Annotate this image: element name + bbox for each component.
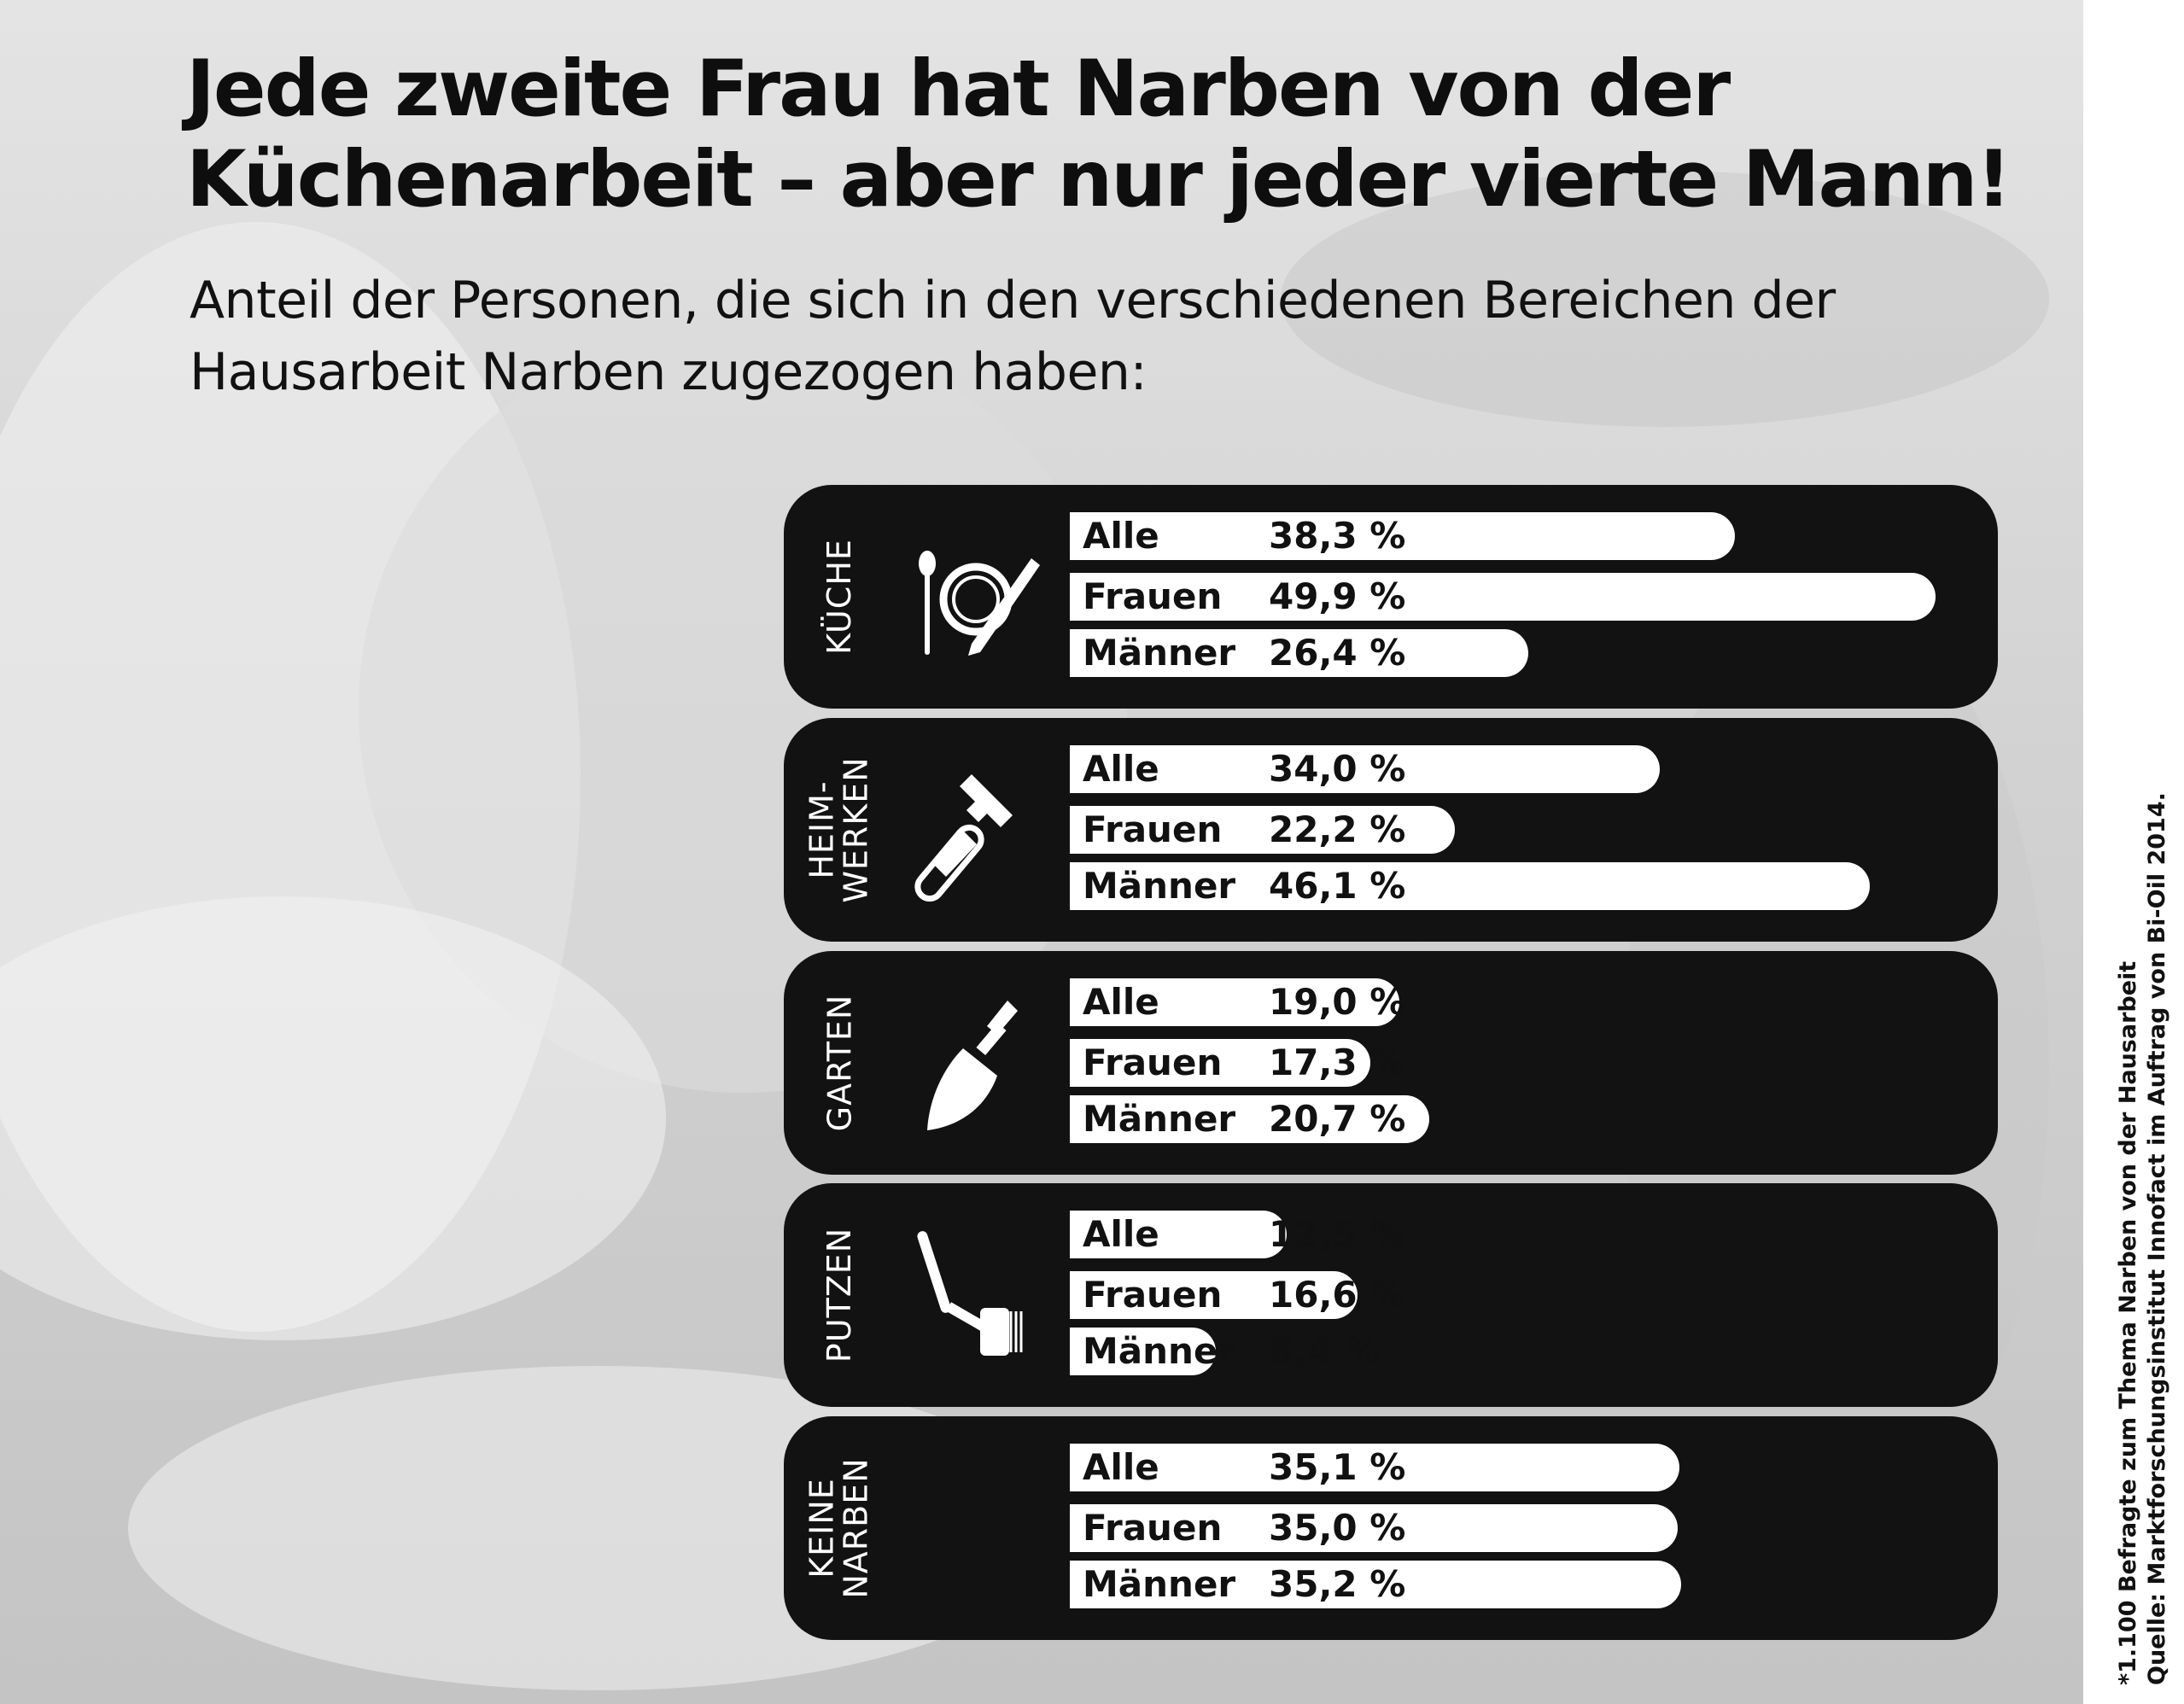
bar-series-label: Frauen: [1083, 575, 1223, 617]
bar: [1070, 1095, 1429, 1143]
chart-title: Jede zweite Frau hat Narben von der Küch…: [186, 44, 2012, 225]
bar-value-label: 49,9 %: [1269, 575, 1406, 617]
bar: [1070, 512, 1735, 560]
bar-series-label: Frauen: [1083, 1507, 1223, 1549]
bar: [1070, 745, 1660, 793]
bar-series-label: Frauen: [1083, 1042, 1223, 1083]
bar: [1070, 978, 1399, 1026]
bar-value-label: 35,1 %: [1269, 1446, 1406, 1488]
category-label: KÜCHE: [820, 539, 858, 655]
chart-subtitle: Anteil der Personen, die sich in den ver…: [190, 271, 1836, 402]
bar-series-label: Alle: [1083, 1213, 1159, 1255]
bar: [1070, 629, 1528, 677]
category-label-box: PUTZEN: [784, 1183, 895, 1407]
bar-series-label: Männer: [1083, 1330, 1236, 1372]
category-label-box: KÜCHE: [784, 485, 895, 709]
bar-value-label: 8,4 %: [1269, 1330, 1381, 1372]
bar: [1070, 1211, 1287, 1258]
category-label: KEINE NARBEN: [803, 1457, 875, 1599]
bar-value-label: 35,2 %: [1269, 1563, 1406, 1605]
bar-series-label: Alle: [1083, 515, 1159, 557]
bar: [1070, 1271, 1358, 1319]
bar-series-label: Frauen: [1083, 808, 1223, 850]
bar-series-label: Alle: [1083, 1446, 1159, 1488]
bar-series-label: Männer: [1083, 865, 1236, 907]
trowel-icon: [927, 1001, 1018, 1130]
bar-value-label: 46,1 %: [1269, 865, 1406, 907]
bar-series-label: Männer: [1083, 632, 1236, 674]
bar: [1070, 1504, 1678, 1552]
bar-value-label: 12,5 %: [1269, 1213, 1406, 1255]
bar: [1070, 1039, 1370, 1087]
bar-series-label: Männer: [1083, 1098, 1236, 1140]
category-panel: KÜCHE Alle 38,3 % Frauen 49,9 % Männer 26,4 %: [784, 485, 1998, 709]
category-panel: PUTZEN Alle 12,5 % Frauen 16,6 % Männer 8,4 %: [784, 1183, 1998, 1407]
bar-series-label: Alle: [1083, 748, 1159, 790]
bar-value-label: 17,3 %: [1269, 1042, 1406, 1083]
footnote-sample: *1.100 Befragte zum Thema Narben von der…: [2115, 960, 2141, 1685]
bar-value-label: 19,0 %: [1269, 981, 1406, 1023]
category-label-box: GARTEN: [784, 951, 895, 1175]
bar-series-label: Frauen: [1083, 1274, 1223, 1316]
category-label-box: KEINE NARBEN: [784, 1416, 895, 1640]
bar: [1070, 806, 1455, 854]
bar-value-label: 22,2 %: [1269, 808, 1406, 850]
source-footnote: *1.100 Befragte zum Thema Narben von der…: [2114, 792, 2172, 1685]
category-panel: KEINE NARBEN Alle 35,1 % Frauen 35,0 % Männer…: [784, 1416, 1998, 1640]
bar: [1070, 1444, 1679, 1491]
margin-strip: [2083, 0, 2184, 1704]
bar: [1070, 1561, 1681, 1608]
category-label: GARTEN: [820, 994, 859, 1132]
category-panel: HEIM- WERKEN Alle 34,0 % Frauen 22,2 % Männer…: [784, 718, 1998, 942]
bar: [1070, 862, 1870, 910]
scrub-brush-icon: [917, 1231, 1023, 1356]
plate-cutlery-icon: [919, 551, 1040, 656]
bar-value-label: 16,6 %: [1269, 1274, 1406, 1316]
bar-series-label: Männer: [1083, 1563, 1236, 1605]
footnote-source: Quelle: Marktforschungsinstitut Innofact…: [2144, 792, 2170, 1685]
bar-value-label: 26,4 %: [1269, 632, 1406, 674]
category-label: HEIM- WERKEN: [803, 756, 875, 903]
hammer-icon: [914, 774, 1013, 902]
bar: [1070, 1328, 1216, 1375]
bar-value-label: 38,3 %: [1269, 515, 1406, 557]
bar-value-label: 34,0 %: [1269, 748, 1406, 790]
category-label: PUTZEN: [820, 1227, 859, 1363]
category-label-box: HEIM- WERKEN: [784, 718, 895, 942]
category-panel: GARTEN Alle 19,0 % Frauen 17,3 % Männer 20,7 %: [784, 951, 1998, 1175]
bar-value-label: 20,7 %: [1269, 1098, 1406, 1140]
bar-value-label: 35,0 %: [1269, 1507, 1406, 1549]
bar-series-label: Alle: [1083, 981, 1159, 1023]
bar: [1070, 573, 1936, 621]
